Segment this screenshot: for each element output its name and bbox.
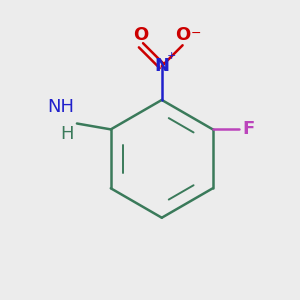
Text: H: H (61, 125, 74, 143)
Text: F: F (243, 120, 255, 138)
Text: −: − (191, 27, 201, 40)
Text: +: + (167, 51, 176, 61)
Text: NH: NH (47, 98, 74, 116)
Text: N: N (154, 57, 169, 75)
Text: O: O (133, 26, 148, 44)
Text: O: O (175, 26, 190, 44)
